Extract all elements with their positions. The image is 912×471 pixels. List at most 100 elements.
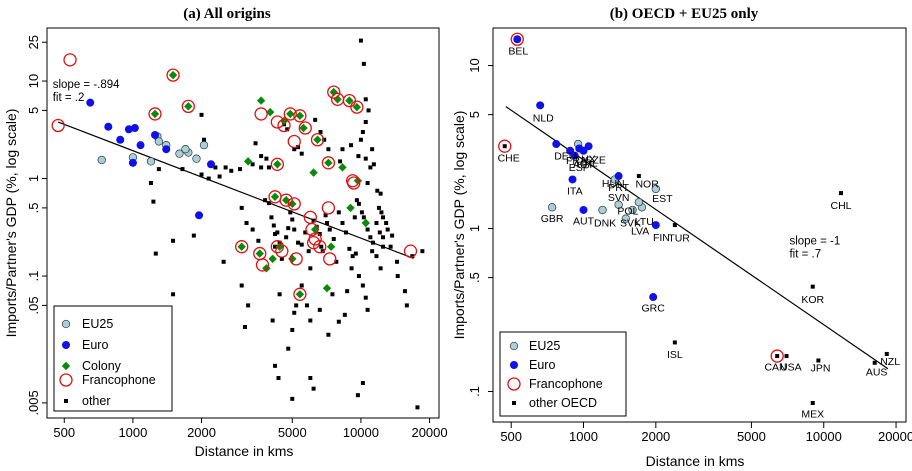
panel-b-point-svn-eu25 [614,200,623,209]
panel-a-y-tick-label: 10 [26,74,41,88]
panel-b-point-irl-euro [579,146,588,155]
panel-a-point-francophone [287,134,301,149]
panel-a-point-colony [299,123,308,133]
panel-b-legend-label-eu25: EU25 [529,339,560,353]
panel-b-point-label-bel: BEL [508,45,528,57]
panel-a-point-other [288,210,293,215]
panel-a-point-francophone [321,201,336,215]
panel-b-legend-label-francophone: Francophone [529,377,603,391]
panel-a-point-other [376,205,381,210]
panel-a-point-colony [326,242,336,251]
panel-a-point-other [292,310,297,315]
panel-a-point-other [238,167,243,172]
panel-a-point-other [256,238,261,243]
panel-a-point-colony [268,254,277,264]
panel-a-point-other [345,289,350,294]
panel-a-point-other [388,244,393,249]
panel-b-point-bel-francophone [510,32,524,46]
panel-a-point-other [355,393,360,398]
panel-b-point-ita-euro [568,175,577,184]
panel-a-point-francophone [303,210,317,224]
panel-a-point-other [290,327,295,332]
panel-b-point-label-nzl: NZL [880,356,900,368]
panel-a-point-colony [309,168,318,177]
panel-a-point-francophone [277,118,291,133]
panel-a-point-francophone [342,93,357,108]
panel-a-point-euro [206,160,215,169]
panel-a-point-other [354,198,359,203]
panel-b-point-esp-euro [570,151,579,160]
panel-a-point-colony [168,70,178,80]
panel-b-point-label-nor: NOR [635,179,659,191]
panel-b-point-label-svn: SVN [608,192,630,204]
panel-b-point-est-eu25 [651,184,660,194]
panel-a-point-eu25 [175,149,184,158]
panel-a-point-colony [329,87,338,97]
panel-b-plot-frame [492,27,907,423]
panel-b-point-nor-other [636,174,641,179]
panel-a-x-tick-label: 2000 [187,425,216,440]
panel-a-point-colony [288,254,297,264]
panel-a-plot-frame [46,27,440,419]
panel-a-point-other [343,230,348,235]
panel-a-point-other [317,307,322,312]
panel-a-x-tick-label: 1000 [118,425,147,440]
panel-a-point-colony [237,242,246,251]
panel-b-point-label-aut: AUT [573,159,595,171]
panel-a-point-other [374,254,379,259]
panel-a-point-other [356,274,361,279]
panel-a-point-other [317,231,322,236]
panel-b-point-label-chl: CHL [830,200,851,212]
panel-a-point-colony [333,95,342,104]
panel-a-point-other [308,318,313,323]
panel-a-point-colony [345,96,354,105]
panel-b-point-deu-euro [552,140,561,149]
panel-a-point-colony [286,109,295,119]
panel-b-point-label-usa: USA [780,361,802,373]
panel-a-point-colony [150,109,160,119]
panel-a-point-other [420,249,425,254]
panel-a-point-francophone [270,157,284,171]
panel-a-point-colony [313,135,322,144]
panel-a-point-other [353,251,358,256]
panel-b: (b) OECD + EU25 only Distance in kms Imp… [451,6,912,469]
panel-a-point-euro [116,135,125,144]
panel-b-point-nzl-other [884,351,889,356]
panel-a-point-francophone [255,258,270,272]
panel-a-point-other [199,112,204,117]
panel-a-point-other [320,249,325,254]
panel-a-y-tick-label: .005 [26,390,41,415]
panel-a-point-euro [130,123,139,132]
panel-b-legend-marker-euro [510,361,518,369]
panel-a-legend-marker-eu25 [61,319,71,329]
panel-a-point-colony [255,249,264,258]
panel-a-point-other [331,236,336,241]
panel-b-point-label-lux: LUX [575,153,595,165]
panel-b-title: (b) OECD + EU25 only [610,6,759,22]
panel-b-point-label-fin: FIN [653,232,670,244]
panel-a-point-colony [243,157,253,166]
panel-a-point-other [385,227,390,232]
panel-a-point-colony [310,225,320,234]
panel-a-point-euro [162,145,171,154]
panel-a-point-other [360,130,365,135]
panel-a-point-other [264,156,269,161]
panel-a-point-other [273,231,278,236]
panel-b-y-tick-label: .1 [467,386,482,397]
panel-a-point-other [363,295,368,300]
panel-a-legend-label-other: other [82,394,111,408]
panel-b-point-prt-euro [614,172,623,181]
panel-b-point-gbr-eu25 [547,203,557,212]
panel-a-x-tick-label: 20000 [411,425,447,440]
panel-a-point-other [325,221,330,225]
panel-a-point-colony [273,160,282,169]
panel-a-point-other [250,227,255,232]
panel-a-point-other [361,61,366,66]
panel-a-point-other [381,215,386,220]
panel-a-point-other [239,283,244,288]
panel-a-point-francophone [166,68,180,82]
panel-a-point-francophone [275,244,289,258]
panel-a-point-other [336,210,341,215]
panel-a-point-other [304,303,309,308]
panel-a-point-other [365,307,370,312]
